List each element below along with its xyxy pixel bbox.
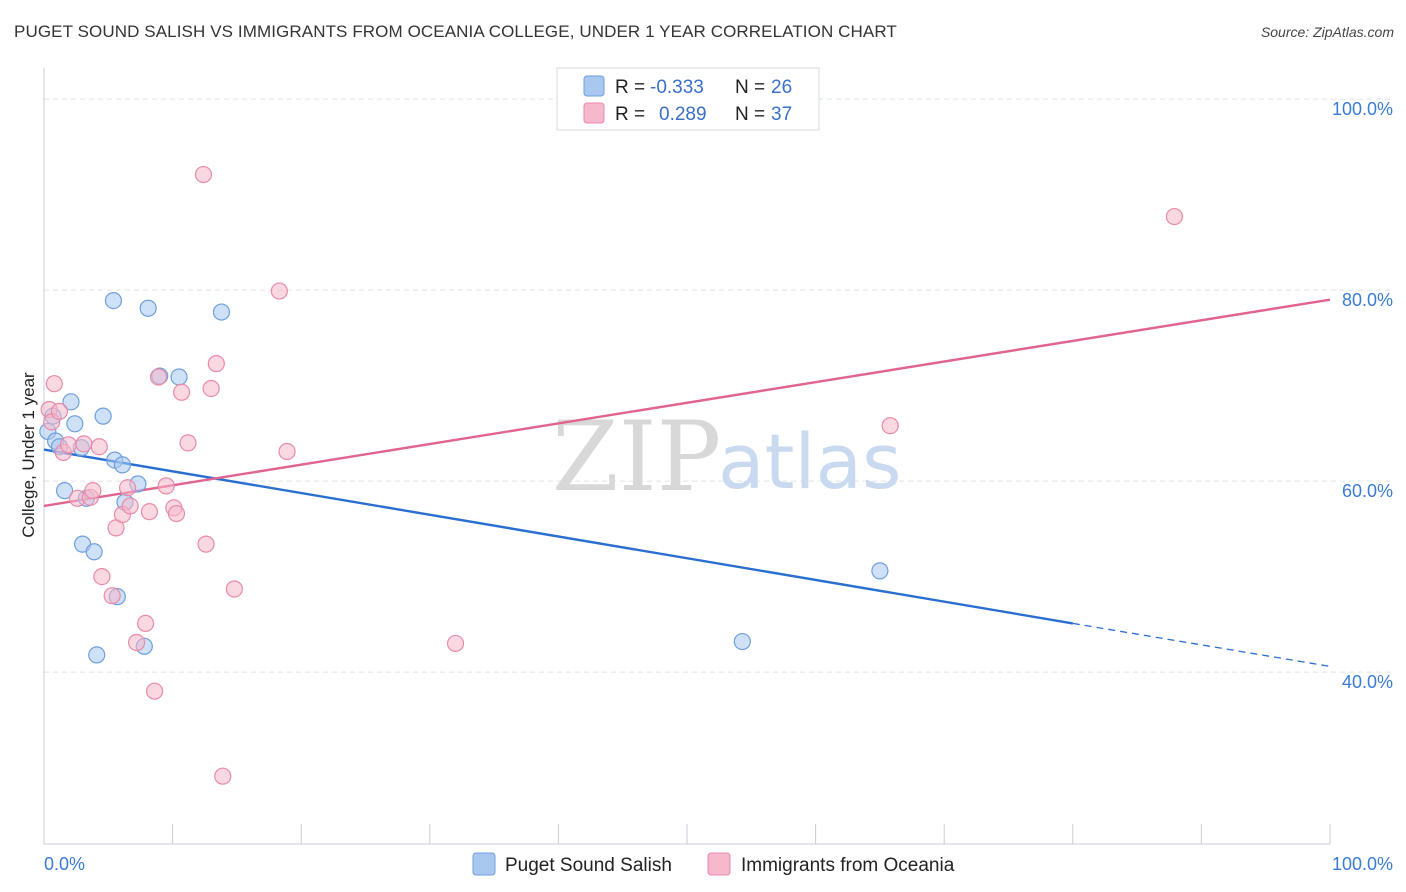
point-puget-sound-salish	[212, 303, 231, 321]
point-immigrants-from-oceania	[179, 434, 197, 452]
legend-r-value: -0.333	[650, 77, 704, 98]
point-puget-sound-salish	[85, 543, 103, 561]
point-puget-sound-salish	[170, 368, 188, 386]
point-immigrants-from-oceania	[45, 375, 63, 393]
point-immigrants-from-oceania	[93, 567, 111, 586]
point-immigrants-from-oceania	[127, 633, 146, 652]
point-immigrants-from-oceania	[202, 379, 220, 398]
legend-r-label: R =	[615, 77, 645, 98]
point-puget-sound-salish	[62, 393, 80, 411]
series-label-immigrants-from-oceania: Immigrants from Oceania	[741, 855, 955, 876]
point-immigrants-from-oceania	[157, 477, 175, 495]
point-immigrants-from-oceania	[194, 165, 213, 184]
point-immigrants-from-oceania	[136, 614, 155, 632]
point-puget-sound-salish	[55, 482, 74, 500]
x-tick-label: 100.0%	[1332, 854, 1393, 874]
trend-line-extension	[1072, 622, 1331, 668]
point-puget-sound-salish	[871, 562, 889, 580]
x-tick-labels: 0.0% 100.0%	[44, 854, 1393, 874]
point-puget-sound-salish	[104, 292, 123, 310]
point-puget-sound-salish	[113, 456, 132, 474]
correlation-legend: R = -0.333 N = 26 R = 0.289 N = 37	[556, 67, 820, 131]
series-swatch-pink	[707, 852, 731, 876]
y-tick-label: 40.0%	[1342, 672, 1393, 692]
point-immigrants-from-oceania	[149, 368, 168, 386]
point-immigrants-from-oceania	[278, 442, 296, 461]
legend-swatch-blue	[583, 75, 605, 97]
source-credit: Source: ZipAtlas.com	[1260, 24, 1394, 40]
point-immigrants-from-oceania	[59, 436, 78, 454]
grid-lines	[44, 98, 1394, 673]
point-immigrants-from-oceania	[103, 587, 121, 605]
point-puget-sound-salish	[88, 646, 106, 664]
series-legend: Puget Sound Salish Immigrants from Ocean…	[472, 852, 955, 876]
point-immigrants-from-oceania	[1165, 207, 1183, 226]
watermark-zip: ZIP	[552, 401, 721, 513]
point-immigrants-from-oceania	[90, 438, 108, 456]
legend-swatch-pink	[583, 102, 605, 124]
watermark-atlas: atlas	[718, 417, 902, 506]
point-immigrants-from-oceania	[50, 402, 69, 420]
point-immigrants-from-oceania	[270, 282, 288, 300]
axes	[43, 68, 1331, 845]
point-puget-sound-salish	[139, 299, 157, 317]
legend-n-label: N =	[735, 77, 765, 98]
point-immigrants-from-oceania	[145, 682, 164, 700]
point-immigrants-from-oceania	[446, 634, 465, 653]
point-puget-sound-salish	[94, 407, 112, 425]
y-tick-label: 80.0%	[1342, 290, 1393, 310]
watermark: ZIP atlas	[552, 401, 902, 513]
x-tick-label: 0.0%	[44, 854, 85, 874]
point-immigrants-from-oceania	[881, 417, 899, 435]
data-points	[39, 165, 1183, 785]
series-swatch-blue	[472, 852, 496, 876]
y-tick-label: 100.0%	[1332, 99, 1393, 119]
point-puget-sound-salish	[733, 632, 751, 651]
point-immigrants-from-oceania	[140, 503, 159, 521]
point-immigrants-from-oceania	[197, 535, 215, 553]
point-immigrants-from-oceania	[75, 435, 93, 453]
point-puget-sound-salish	[66, 415, 84, 433]
chart-title: PUGET SOUND SALISH VS IMMIGRANTS FROM OC…	[14, 22, 897, 41]
point-immigrants-from-oceania	[121, 497, 139, 515]
y-tick-labels: 40.0% 60.0% 80.0% 100.0%	[1332, 99, 1393, 692]
point-immigrants-from-oceania	[118, 479, 137, 497]
series-label-puget-sound-salish: Puget Sound Salish	[505, 855, 672, 876]
legend-n-value: 37	[771, 104, 792, 125]
legend-r-value: 0.289	[659, 104, 707, 125]
trend-line-immigrants-from-oceania	[43, 298, 1331, 508]
point-immigrants-from-oceania	[173, 383, 191, 401]
y-axis-label: College, Under 1 year	[19, 372, 38, 538]
point-immigrants-from-oceania	[167, 504, 186, 523]
point-immigrants-from-oceania	[214, 767, 232, 785]
point-immigrants-from-oceania	[207, 355, 225, 373]
legend-r-label: R =	[615, 104, 645, 125]
y-tick-label: 60.0%	[1342, 481, 1393, 501]
legend-n-value: 26	[771, 77, 792, 98]
trend-lines	[43, 298, 1331, 668]
point-immigrants-from-oceania	[84, 482, 102, 500]
legend-n-label: N =	[735, 104, 765, 125]
point-immigrants-from-oceania	[225, 580, 243, 598]
